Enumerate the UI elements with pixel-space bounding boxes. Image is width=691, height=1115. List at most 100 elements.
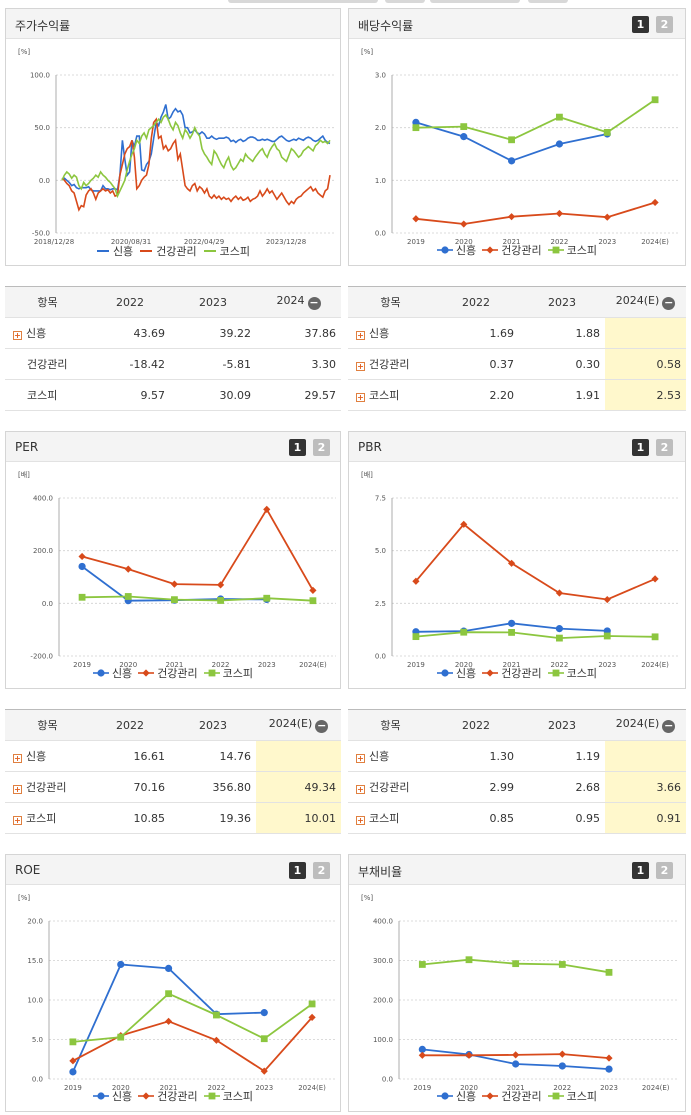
- table-row: + 신흥 1.69 1.88: [348, 317, 686, 349]
- y-tick-label: 5.0: [375, 547, 386, 555]
- data-point: [260, 1067, 268, 1075]
- panel-title: 주가수익률: [15, 19, 71, 33]
- x-tick-label: 2024(E): [298, 1084, 326, 1092]
- legend-marker: [486, 669, 494, 677]
- data-point: [460, 123, 468, 131]
- row-label-cell: + 건강관리: [5, 771, 90, 803]
- table-cell: [605, 740, 686, 772]
- y-tick-label: 200.0: [33, 547, 53, 555]
- y-tick-label: 200.0: [373, 997, 393, 1005]
- table-cell: 2.99: [433, 771, 519, 803]
- collapse-icon[interactable]: −: [307, 296, 321, 310]
- series-line-0: [61, 104, 331, 192]
- data-point: [78, 552, 86, 561]
- y-tick-label: 0.0: [375, 653, 386, 661]
- table-cell: 70.16: [90, 771, 170, 803]
- expand-icon[interactable]: +: [13, 754, 22, 763]
- x-tick-label: 2020: [460, 1084, 478, 1092]
- table-cell: 49.34: [256, 771, 341, 803]
- page-1-button[interactable]: 1: [632, 16, 649, 33]
- table-cell: 14.76: [170, 740, 256, 772]
- x-tick-label: 2023: [258, 661, 276, 669]
- x-tick-label: 2024(E): [642, 1084, 670, 1092]
- page-1-button[interactable]: 1: [632, 862, 649, 879]
- expand-icon[interactable]: +: [356, 331, 365, 340]
- x-tick-label: 2019: [413, 1084, 431, 1092]
- expand-icon[interactable]: +: [356, 362, 365, 371]
- data-point: [603, 595, 611, 604]
- legend-marker: [208, 1092, 216, 1100]
- collapse-icon[interactable]: −: [662, 719, 676, 733]
- collapse-icon[interactable]: −: [315, 719, 329, 733]
- data-point: [460, 628, 468, 636]
- legend-label: 신흥: [455, 244, 477, 257]
- column-header-label: 2024(E): [615, 294, 660, 307]
- page-1-button[interactable]: 1: [289, 862, 306, 879]
- table-cell: 0.37: [433, 348, 519, 380]
- data-point: [605, 1054, 613, 1062]
- legend-label: 코스피: [566, 1090, 598, 1103]
- column-header: 2024(E) −: [605, 709, 686, 741]
- page-2-button[interactable]: 2: [656, 439, 673, 456]
- page-1-button[interactable]: 1: [289, 439, 306, 456]
- data-point: [117, 1033, 125, 1041]
- legend-swatch: [96, 250, 109, 252]
- stock-return-panel: 주가수익률 [%] 100.0 50.0 0.0 -50.0 2018/12/28 2020…: [5, 8, 341, 266]
- series-line-2: [415, 99, 656, 141]
- data-point: [117, 960, 125, 969]
- x-tick-label: 2023: [598, 661, 616, 669]
- unit-label: [%]: [18, 48, 30, 56]
- row-label: 건강관리: [369, 781, 410, 794]
- collapse-icon[interactable]: −: [662, 296, 676, 310]
- dividend-yield-chart: [%] 3.0 2.0 1.0 0.0 2019 2020 2021 2022 2023 2024(…: [361, 48, 679, 246]
- data-point: [412, 124, 420, 132]
- chart-legend: 신흥 건강관리 코스피: [6, 1088, 340, 1104]
- expand-icon[interactable]: +: [356, 816, 365, 825]
- x-tick-label: 2022: [212, 661, 230, 669]
- legend-label: 신흥: [111, 667, 133, 680]
- table-cell: 3.66: [605, 771, 686, 803]
- legend-marker: [208, 669, 216, 677]
- column-header-label: 2022: [116, 295, 144, 309]
- expand-icon[interactable]: +: [13, 331, 22, 340]
- page-2-button[interactable]: 2: [656, 16, 673, 33]
- unit-label: [배]: [361, 470, 373, 479]
- table-cell: 37.86: [256, 317, 341, 349]
- page-2-button[interactable]: 2: [313, 439, 330, 456]
- table-cell: 16.61: [90, 740, 170, 772]
- roe-panel: ROE 1 2 [%] 20.0 15.0 10.0 5.0 0.0 2019 2020 202…: [5, 854, 341, 1112]
- page-2-button[interactable]: 2: [313, 862, 330, 879]
- x-tick-label: 2023: [255, 1084, 273, 1092]
- data-point: [418, 961, 426, 968]
- expand-icon[interactable]: +: [356, 393, 365, 402]
- panel-title: 부채비율: [358, 865, 403, 879]
- table-row: + 건강관리 70.16 356.80 49.34: [5, 771, 341, 803]
- data-point: [460, 133, 468, 141]
- column-header: 2023: [170, 709, 256, 741]
- y-tick-label: 0.0: [375, 230, 386, 238]
- data-point: [418, 1045, 426, 1053]
- page-1-button[interactable]: 1: [632, 439, 649, 456]
- data-point: [603, 129, 611, 136]
- table-cell: 1.19: [519, 740, 605, 772]
- data-point: [651, 96, 659, 104]
- legend-item: 코스피: [203, 1088, 253, 1104]
- expand-icon[interactable]: +: [13, 785, 22, 794]
- table-cell: 3.30: [256, 348, 341, 380]
- y-tick-label: 2.5: [375, 600, 386, 608]
- expand-icon[interactable]: +: [356, 754, 365, 763]
- column-header: 항목: [5, 709, 90, 741]
- expand-icon[interactable]: +: [13, 816, 22, 825]
- chart-legend: 신흥 건강관리 코스피: [349, 665, 685, 681]
- data-point: [309, 597, 317, 605]
- page-2-button[interactable]: 2: [656, 862, 673, 879]
- x-tick-label: 2020: [455, 238, 473, 246]
- x-tick-label: 2019: [64, 1084, 82, 1092]
- expand-icon[interactable]: +: [356, 785, 365, 794]
- legend-label: 코스피: [219, 245, 251, 258]
- x-tick-label: 2022: [208, 1084, 226, 1092]
- column-header: 2022: [90, 286, 170, 318]
- data-point: [69, 1057, 77, 1065]
- chart-legend: 신흥 건강관리 코스피: [349, 242, 685, 258]
